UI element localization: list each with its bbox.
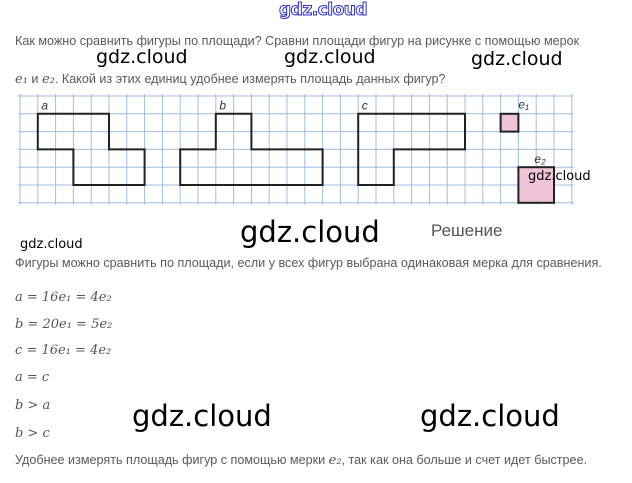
compare-a-c: a = c xyxy=(15,370,50,385)
shape-a xyxy=(36,112,146,186)
shape-c xyxy=(357,112,466,186)
label-c: c xyxy=(362,98,368,112)
formula-c: c = 16e₁ = 4e₂ xyxy=(15,343,112,358)
solution-heading: Решение xyxy=(431,221,503,240)
formula-b: b = 20e₁ = 5e₂ xyxy=(15,317,113,332)
shape-b xyxy=(179,112,324,186)
unit-e2-square xyxy=(517,166,556,204)
question-line-2: e₁ и e₂. Какой из этих единиц удобнее из… xyxy=(15,72,446,87)
compare-b-c: b > c xyxy=(15,426,50,441)
watermark: gdz.cloud xyxy=(471,48,563,70)
watermark: gdz.cloud xyxy=(240,215,380,249)
formula-a: a = 16e₁ = 4e₂ xyxy=(15,290,112,305)
unit-e1-square xyxy=(499,112,520,133)
label-e1: e₁ xyxy=(518,97,529,111)
conclusion-unit: e₂ xyxy=(328,453,342,468)
watermark: gdz.cloud xyxy=(132,399,272,433)
conclusion: Удобнее измерять площадь фигур с помощью… xyxy=(15,453,587,468)
unit-e2: e₂ xyxy=(41,72,55,87)
conclusion-rest: , так как она больше и счет идет быстрее… xyxy=(341,453,588,467)
label-e2: e₂ xyxy=(534,152,546,166)
and-text: и xyxy=(27,72,42,86)
compare-b-a: b > a xyxy=(15,398,51,413)
watermark: gdz.cloud xyxy=(20,237,83,252)
label-a: a xyxy=(41,98,48,112)
watermark: gdz.cloud xyxy=(528,169,591,184)
question-line-1: Как можно сравнить фигуры по площади? Ср… xyxy=(15,34,580,48)
watermark: gdz.cloud xyxy=(420,399,560,433)
watermark: gdz.cloud xyxy=(96,46,188,68)
unit-e1: e₁ xyxy=(15,72,28,87)
question-rest: . Какой из этих единиц удобнее измерять … xyxy=(54,72,446,86)
solution-intro: Фигуры можно сравнить по площади, если у… xyxy=(15,256,602,270)
site-logo[interactable]: gdz.cloud xyxy=(278,0,368,20)
conclusion-prefix: Удобнее измерять площадь фигур с помощью… xyxy=(15,453,329,467)
label-b: b xyxy=(219,98,226,112)
watermark: gdz.cloud xyxy=(284,46,376,68)
